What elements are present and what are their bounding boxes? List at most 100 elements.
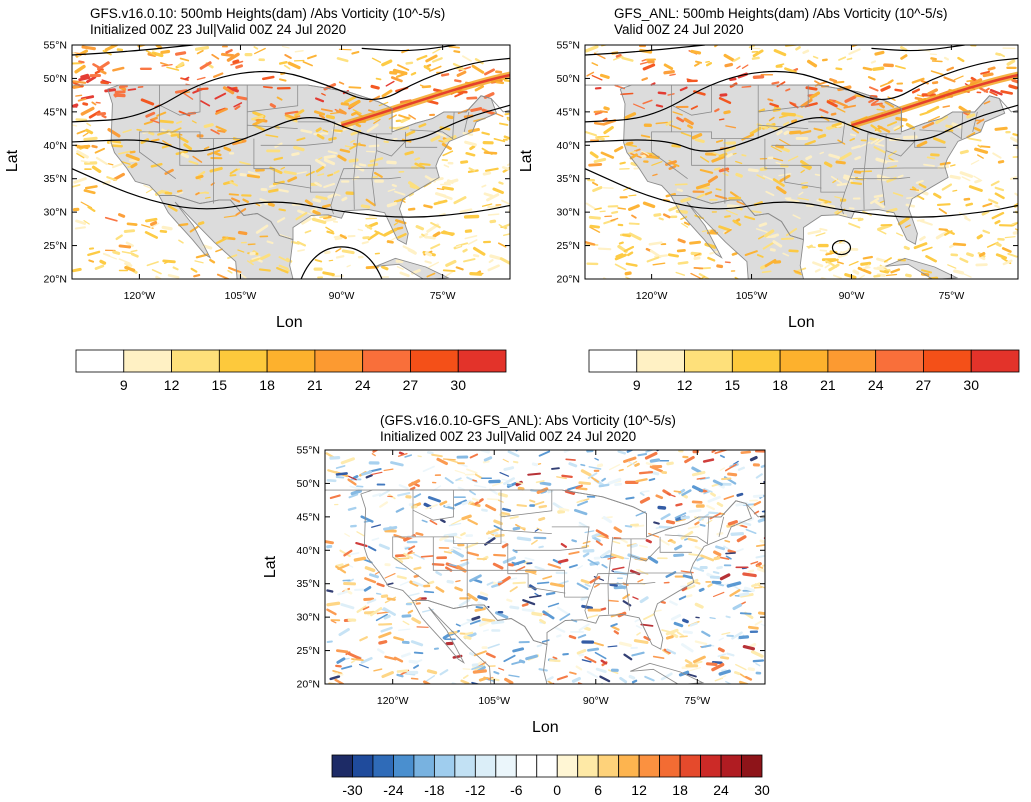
vorticity-streak [335, 255, 345, 259]
vorticity-streak [384, 655, 397, 661]
vorticity-streak [332, 129, 343, 133]
vorticity-streak [633, 639, 649, 644]
vorticity-streak [457, 486, 465, 491]
vorticity-streak [801, 185, 809, 189]
vorticity-streak [118, 244, 132, 249]
vorticity-streak [196, 87, 209, 91]
x-tick-label: 120°W [636, 290, 668, 302]
land-mexico [670, 195, 804, 279]
vorticity-streak [473, 484, 487, 489]
vorticity-streak [715, 139, 724, 143]
vorticity-streak [698, 587, 705, 592]
vorticity-streak [469, 490, 476, 496]
vorticity-streak [444, 477, 454, 484]
vorticity-streak [182, 92, 194, 100]
vorticity-streak [538, 450, 551, 457]
vorticity-streak [860, 261, 872, 266]
vorticity-field [585, 45, 1018, 279]
vorticity-streak [541, 639, 550, 643]
vorticity-streak [807, 59, 818, 68]
colorbar-label: 30 [450, 377, 466, 393]
vorticity-streak [556, 634, 562, 638]
state-boundary [260, 121, 336, 146]
vorticity-streak [680, 216, 688, 220]
vorticity-streak [834, 196, 844, 200]
vorticity-streak [839, 152, 852, 161]
vorticity-streak [927, 88, 939, 96]
vorticity-streak [215, 236, 229, 245]
vorticity-streak [246, 174, 261, 179]
vorticity-streak [706, 662, 718, 666]
vorticity-streak [82, 132, 89, 137]
vorticity-streak [977, 144, 982, 148]
vorticity-streak [465, 542, 479, 549]
vorticity-streak [676, 188, 683, 192]
vorticity-streak [824, 259, 838, 268]
vorticity-streak [726, 152, 733, 158]
state-boundary [771, 121, 846, 146]
state-boundary [405, 131, 438, 148]
vorticity-streak [195, 174, 204, 180]
vorticity-streak [906, 196, 919, 199]
vorticity-streak [538, 516, 546, 522]
vorticity-streak [227, 269, 233, 274]
vorticity-streak [196, 76, 206, 81]
colorbar-swatch [588, 349, 638, 373]
vorticity-streak [242, 198, 249, 203]
vorticity-streak [715, 545, 725, 551]
vorticity-streak [844, 95, 857, 103]
vorticity-streak [807, 229, 822, 235]
vorticity-streak [336, 110, 347, 115]
vorticity-streak [423, 204, 433, 209]
vorticity-streak [307, 54, 317, 60]
vorticity-streak [719, 454, 725, 459]
vorticity-streak [665, 120, 673, 126]
vorticity-streak [824, 263, 831, 269]
vorticity-streak [694, 602, 704, 609]
y-tick-label: 40°N [297, 545, 320, 557]
vorticity-streak [642, 63, 656, 71]
vorticity-streak [694, 521, 700, 526]
vorticity-streak [177, 61, 185, 68]
vorticity-streak [383, 614, 391, 620]
vorticity-streak [755, 228, 768, 233]
vorticity-streak [388, 114, 397, 120]
vorticity-streak [708, 511, 719, 515]
vorticity-streak [491, 583, 500, 588]
vorticity-streak [599, 73, 610, 79]
vorticity-streak [724, 463, 737, 472]
vorticity-streak [836, 122, 846, 128]
vorticity-streak [930, 57, 937, 61]
vorticity-streak [600, 659, 608, 665]
height-contour [585, 104, 1018, 152]
vorticity-streak [634, 618, 641, 623]
colorbar-swatch [659, 754, 681, 778]
vorticity-streak [294, 109, 305, 117]
vorticity-streak [439, 669, 449, 676]
vorticity-streak [587, 614, 599, 619]
vorticity-streak [226, 52, 240, 62]
vorticity-streak [95, 156, 109, 166]
vorticity-streak [497, 242, 507, 248]
vorticity-streak [180, 152, 190, 159]
vorticity-streak [755, 662, 761, 667]
vorticity-streak [381, 59, 393, 67]
vorticity-streak [569, 671, 577, 675]
vorticity-streak [743, 586, 755, 592]
vorticity-streak [322, 129, 329, 133]
vorticity-streak [524, 569, 537, 574]
vorticity-streak [752, 49, 764, 58]
vorticity-streak [341, 249, 355, 255]
boundary-mexico [158, 194, 294, 279]
vorticity-streak [552, 656, 558, 660]
vorticity-streak [922, 121, 935, 129]
vorticity-streak [995, 242, 1002, 247]
bottom-title-line1: (GFS.v16.0.10-GFS_ANL): Abs Vorticity (1… [380, 413, 676, 428]
vorticity-streak [396, 669, 409, 673]
vorticity-streak [203, 123, 214, 129]
vorticity-streak [512, 581, 526, 585]
vorticity-streak [335, 664, 342, 668]
vorticity-streak [493, 553, 507, 557]
vorticity-streak [368, 144, 380, 148]
vorticity-streak [807, 244, 813, 249]
